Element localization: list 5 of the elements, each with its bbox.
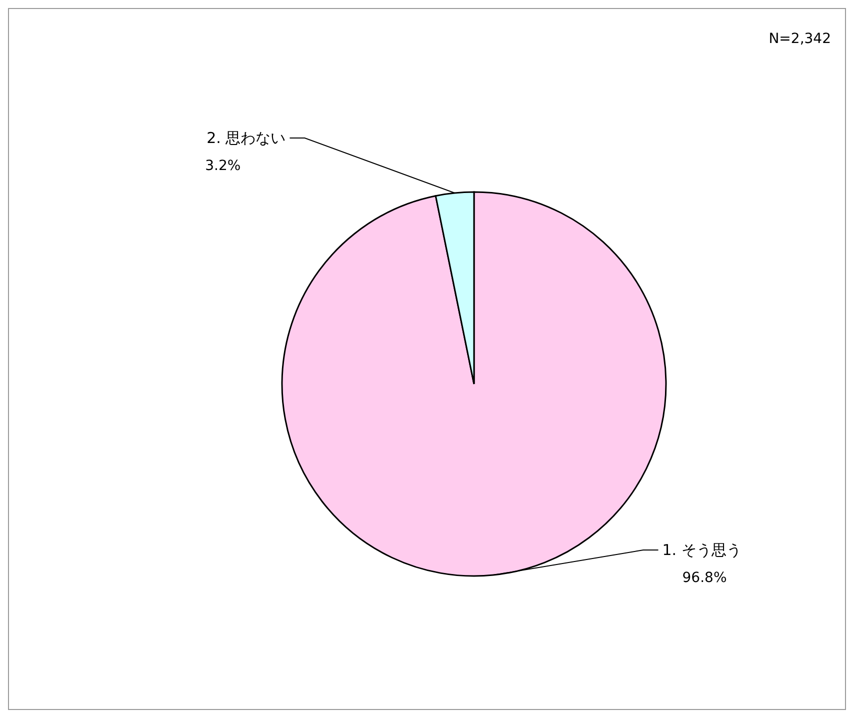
slice-label: 1. そう思う [662, 541, 742, 560]
slice-label: 2. 思わない [206, 128, 286, 147]
data-label: 3.2% [205, 158, 241, 174]
data-label: 96.8% [682, 570, 727, 586]
text: N=2,342 [768, 31, 831, 47]
